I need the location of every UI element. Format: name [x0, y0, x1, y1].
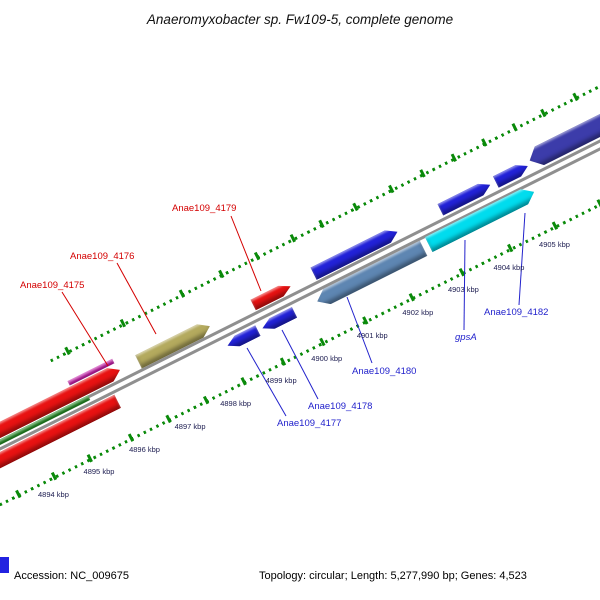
axis-tick-label: 4895 kbp	[83, 467, 115, 477]
axis-tick-label: 4900 kbp	[311, 353, 343, 363]
axis-tick-label: 4896 kbp	[129, 444, 160, 454]
leader-line	[230, 215, 262, 292]
axis-tick-label: 4903 kbp	[447, 285, 479, 295]
axis-tick-label: 4898 kbp	[220, 399, 252, 408]
gene-label[interactable]: Anae109_4175	[20, 280, 85, 291]
genome-summary-text: Topology: circular; Length: 5,277,990 bp…	[259, 570, 527, 582]
axis-tick-label: 4897 kbp	[174, 421, 206, 431]
axis-tick-label: 4905 kbp	[539, 239, 570, 249]
leader-line	[116, 262, 157, 335]
leader-line	[61, 291, 109, 367]
accession-text: Accession: NC_009675	[14, 570, 129, 582]
axis-tick-label: 4894 kbp	[38, 490, 69, 499]
axis-tick-label: 4902 kbp	[402, 308, 434, 317]
leader-line	[246, 347, 287, 417]
gene-label[interactable]: Anae109_4177	[277, 418, 342, 429]
leader-line	[281, 329, 319, 400]
gene-label[interactable]: Anae109_4176	[70, 251, 135, 262]
axis-tick-label: 4901 kbp	[356, 330, 388, 340]
gene-label[interactable]: gpsA	[455, 332, 477, 343]
gene-label[interactable]: Anae109_4178	[308, 401, 373, 412]
gene-label[interactable]: Anae109_4182	[484, 307, 549, 318]
left-edge-marker	[0, 557, 9, 573]
axis-tick-label: 4899 kbp	[265, 376, 297, 386]
axis-tick-label: 4904 kbp	[493, 262, 525, 272]
gene-label[interactable]: Anae109_4180	[352, 366, 417, 377]
page-title: Anaeromyxobacter sp. Fw109-5, complete g…	[146, 12, 454, 27]
leader-line	[346, 296, 373, 364]
gene-label[interactable]: Anae109_4179	[172, 203, 237, 214]
leader-line	[518, 212, 526, 306]
leader-line	[463, 239, 466, 331]
